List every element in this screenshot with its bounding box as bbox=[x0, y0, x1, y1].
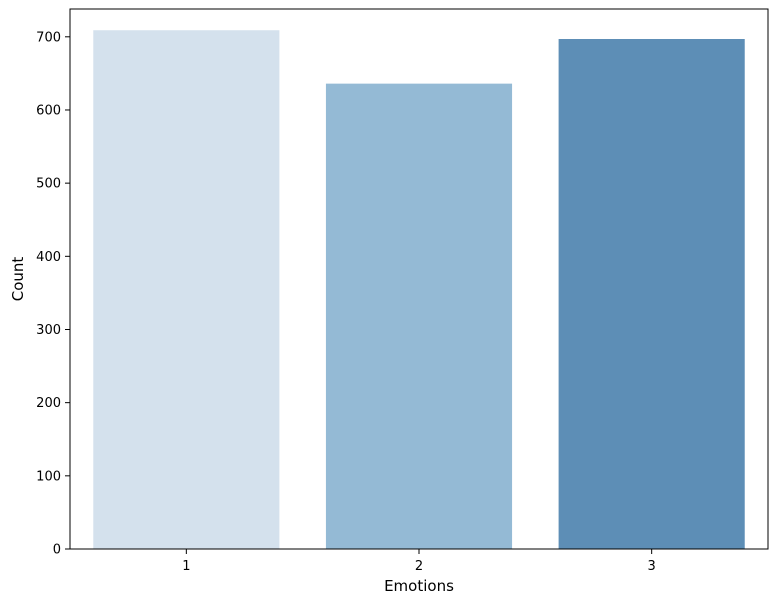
x-tick-label-1: 1 bbox=[182, 559, 190, 574]
x-tick-label-3: 3 bbox=[648, 559, 656, 574]
y-tick-label-0: 0 bbox=[53, 543, 61, 558]
bars-group bbox=[93, 30, 745, 550]
y-tick-label-600: 600 bbox=[36, 103, 61, 118]
y-tick-label-400: 400 bbox=[36, 250, 61, 265]
y-tick-label-700: 700 bbox=[36, 30, 61, 45]
y-tick-label-200: 200 bbox=[36, 396, 61, 411]
x-axis-ticks: 1 2 3 bbox=[182, 549, 656, 574]
x-axis-label: Emotions bbox=[384, 577, 454, 595]
y-axis-ticks: 0 100 200 300 400 500 600 700 bbox=[36, 30, 70, 558]
bar-3 bbox=[558, 39, 745, 549]
bar-2 bbox=[325, 83, 513, 549]
y-tick-label-500: 500 bbox=[36, 177, 61, 192]
y-tick-label-300: 300 bbox=[36, 323, 61, 338]
bar-1 bbox=[93, 30, 280, 550]
x-tick-label-2: 2 bbox=[415, 559, 423, 574]
y-tick-label-100: 100 bbox=[36, 469, 61, 484]
y-axis-label: Count bbox=[9, 257, 27, 302]
plot-frame bbox=[69, 8, 769, 550]
